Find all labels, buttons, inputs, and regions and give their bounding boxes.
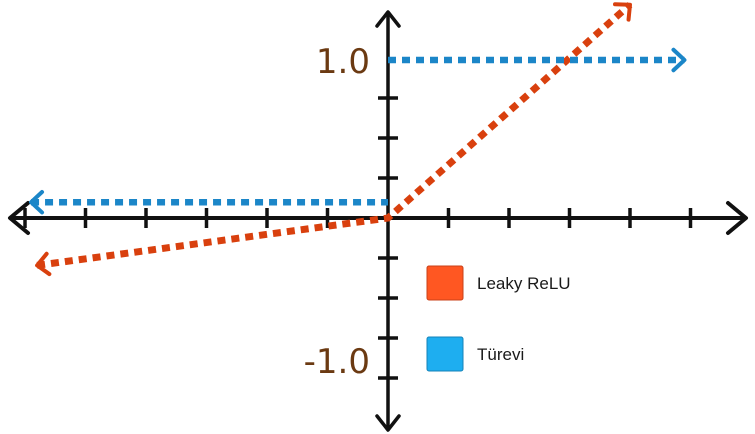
leaky-relu-left-arrow [35,251,52,277]
legend-label-turevi: Türevi [477,345,524,364]
axes [8,10,748,432]
legend-swatch-leaky-relu [426,265,464,301]
y-axis-bottom-arrow [375,414,401,432]
y-tick-label-1: 1.0 [316,42,370,82]
turevi-right-arrow [671,47,687,73]
x-axis-right-arrow [726,201,748,235]
leaky-relu-right-arrow [613,2,632,22]
y-tick-label-neg1: -1.0 [304,342,370,382]
turevi-left-arrow [29,189,45,215]
y-axis-top-arrow [375,10,401,28]
x-axis-left-arrow [8,201,30,235]
legend: Leaky ReLU Türevi [426,265,571,372]
series-layer [29,2,687,277]
leaky-relu-line [36,2,633,269]
legend-swatch-turevi [426,336,464,372]
legend-label-leaky-relu: Leaky ReLU [477,274,571,293]
